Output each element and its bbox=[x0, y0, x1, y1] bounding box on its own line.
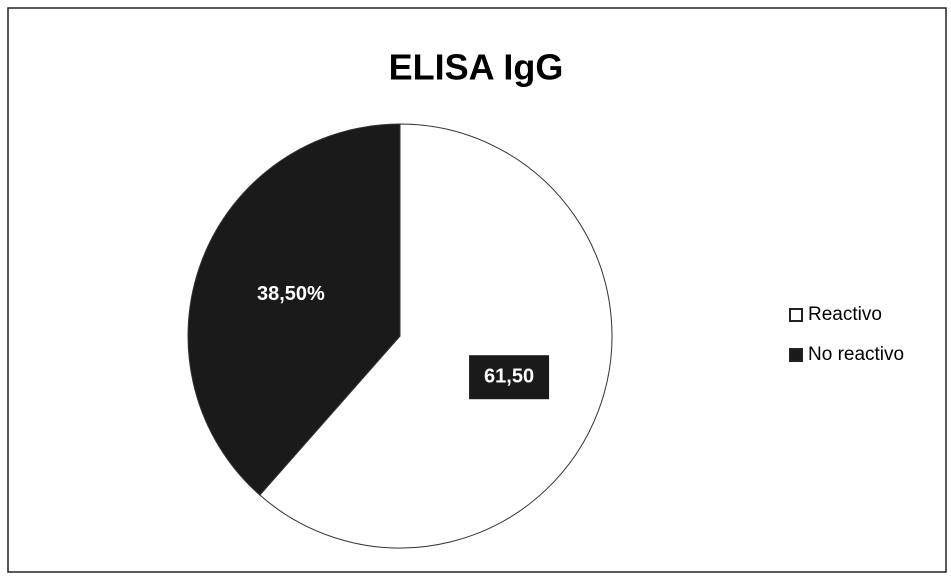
data-label: 61,50 bbox=[484, 365, 534, 387]
chart-title: ELISA IgG bbox=[389, 47, 564, 88]
pie-slice bbox=[187, 123, 401, 496]
legend-label: No reactivo bbox=[808, 344, 904, 365]
data-label-box bbox=[469, 355, 550, 400]
pie-slice bbox=[259, 123, 613, 549]
data-label: 38,50% bbox=[257, 283, 325, 305]
legend-swatch bbox=[789, 308, 803, 322]
legend-label: Reactivo bbox=[808, 304, 882, 325]
legend-swatch bbox=[789, 348, 803, 362]
